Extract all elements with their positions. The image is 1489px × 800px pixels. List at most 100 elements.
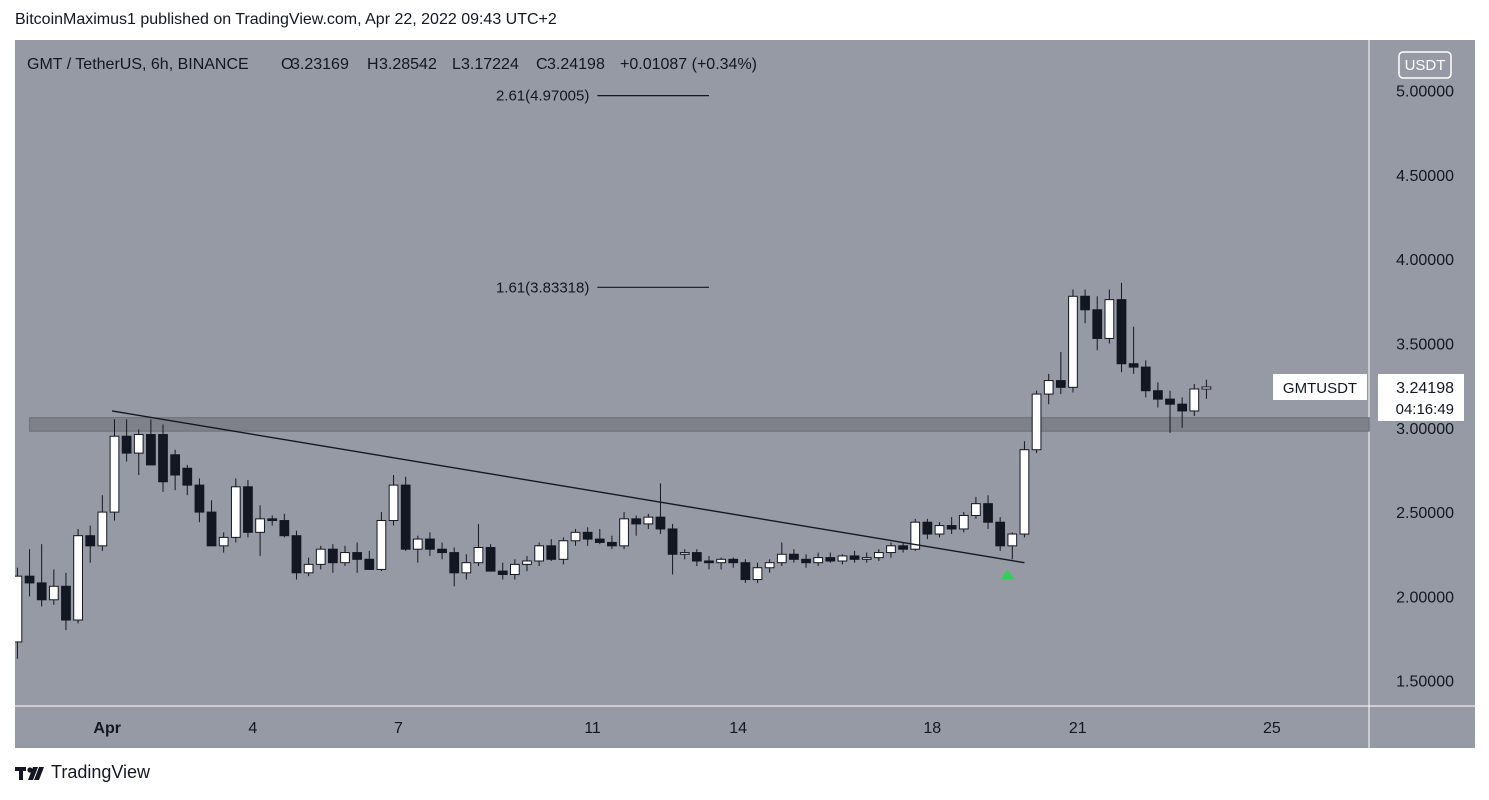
candle-down[interactable] <box>667 528 678 555</box>
candle-up[interactable] <box>473 547 484 564</box>
candle-down[interactable] <box>1153 390 1163 400</box>
candle-up[interactable] <box>558 540 569 560</box>
candle-up[interactable] <box>376 520 387 570</box>
resistance-zone[interactable] <box>29 417 1370 432</box>
candle-down[interactable] <box>922 521 933 535</box>
candle-down[interactable] <box>291 535 302 574</box>
candle-down[interactable] <box>449 552 460 574</box>
candle-down[interactable] <box>655 516 666 530</box>
candle-down[interactable] <box>352 552 363 560</box>
candle-down[interactable] <box>61 585 71 621</box>
currency-badge[interactable] <box>1398 51 1452 79</box>
candle-down[interactable] <box>728 558 739 564</box>
candle-up[interactable] <box>1031 393 1042 451</box>
candle-up[interactable] <box>764 562 775 569</box>
candle-up[interactable] <box>97 511 108 547</box>
candle-down[interactable] <box>1165 398 1175 405</box>
candle-up[interactable] <box>340 552 350 564</box>
candle-up[interactable] <box>1007 533 1018 547</box>
candle-down[interactable] <box>24 575 35 584</box>
candle-up[interactable] <box>15 575 23 643</box>
candle-up[interactable] <box>776 553 787 564</box>
candle-up[interactable] <box>303 563 314 574</box>
candle-up[interactable] <box>971 503 981 516</box>
candle-down[interactable] <box>1116 299 1127 365</box>
candle-down[interactable] <box>594 538 605 543</box>
candle-down[interactable] <box>497 570 508 575</box>
candle-up[interactable] <box>1043 380 1054 395</box>
candle-up[interactable] <box>1189 388 1200 412</box>
price-axis[interactable] <box>1369 40 1475 706</box>
candle-down[interactable] <box>898 545 908 550</box>
candle-down[interactable] <box>158 434 168 483</box>
candle-down[interactable] <box>1092 309 1103 339</box>
candle-up[interactable] <box>934 525 945 535</box>
candle-down[interactable] <box>607 541 617 547</box>
candle-up[interactable] <box>752 567 763 581</box>
candle-down[interactable] <box>582 531 593 540</box>
candle-down[interactable] <box>691 552 702 562</box>
candle-down[interactable] <box>1177 403 1188 412</box>
candle-up[interactable] <box>48 585 59 601</box>
candle-up[interactable] <box>1068 295 1078 388</box>
candle-down[interactable] <box>170 454 181 476</box>
candle-up[interactable] <box>837 555 848 562</box>
candle-down[interactable] <box>279 520 290 537</box>
candle-up[interactable] <box>861 557 872 560</box>
candle-up[interactable] <box>910 521 921 550</box>
candle-up[interactable] <box>886 545 896 554</box>
candle-up[interactable] <box>109 435 120 513</box>
candle-down[interactable] <box>437 548 447 554</box>
candle-up[interactable] <box>873 552 884 559</box>
candle-down[interactable] <box>121 435 132 454</box>
candle-down[interactable] <box>825 557 836 562</box>
candle-down[interactable] <box>182 467 193 486</box>
candle-down[interactable] <box>1080 295 1090 311</box>
candle-down[interactable] <box>704 560 714 564</box>
candle-down[interactable] <box>206 511 217 547</box>
candle-up[interactable] <box>643 516 654 525</box>
candle-up[interactable] <box>570 531 581 542</box>
candle-down[interactable] <box>400 484 411 550</box>
candle-up[interactable] <box>218 536 229 547</box>
candle-up[interactable] <box>1104 299 1115 339</box>
candle-down[interactable] <box>425 538 435 550</box>
candle-down[interactable] <box>631 518 642 525</box>
candle-down[interactable] <box>789 553 799 560</box>
candle-up[interactable] <box>133 434 144 454</box>
candle-down[interactable] <box>364 558 375 570</box>
candle-up[interactable] <box>230 486 241 538</box>
candle-down[interactable] <box>740 562 751 581</box>
candle-up[interactable] <box>813 557 824 564</box>
plot-area[interactable] <box>15 40 1369 706</box>
candle-down[interactable] <box>801 558 811 564</box>
candle-up[interactable] <box>509 563 520 575</box>
candle-down[interactable] <box>546 545 557 560</box>
descending-trendline[interactable] <box>111 410 1025 564</box>
candle-down[interactable] <box>243 486 253 533</box>
candle-up[interactable] <box>679 552 690 555</box>
candle-down[interactable] <box>946 525 957 530</box>
candle-down[interactable] <box>983 503 993 523</box>
candle-up[interactable] <box>958 514 969 530</box>
candle-down[interactable] <box>485 547 496 572</box>
candle-up[interactable] <box>315 548 326 565</box>
candle-up[interactable] <box>388 484 399 522</box>
candle-up[interactable] <box>716 558 726 564</box>
candle-down[interactable] <box>1140 366 1151 392</box>
candle-down[interactable] <box>995 521 1006 547</box>
candle-up[interactable] <box>619 518 629 547</box>
candle-down[interactable] <box>85 535 96 547</box>
candle-down[interactable] <box>1055 380 1066 388</box>
candle-down[interactable] <box>146 434 156 466</box>
candle-up[interactable] <box>1201 386 1212 390</box>
candle-up[interactable] <box>461 562 472 574</box>
candle-down[interactable] <box>267 518 278 522</box>
candle-down[interactable] <box>1128 363 1139 368</box>
candle-down[interactable] <box>328 548 338 564</box>
candle-up[interactable] <box>412 538 423 550</box>
time-axis[interactable] <box>15 706 1475 748</box>
candle-up[interactable] <box>73 535 83 621</box>
chart-container[interactable]: 2.61(4.97005) 1.61(3.83318) 5.00000 4.50000… <box>15 40 1475 748</box>
candle-up[interactable] <box>1019 449 1030 535</box>
